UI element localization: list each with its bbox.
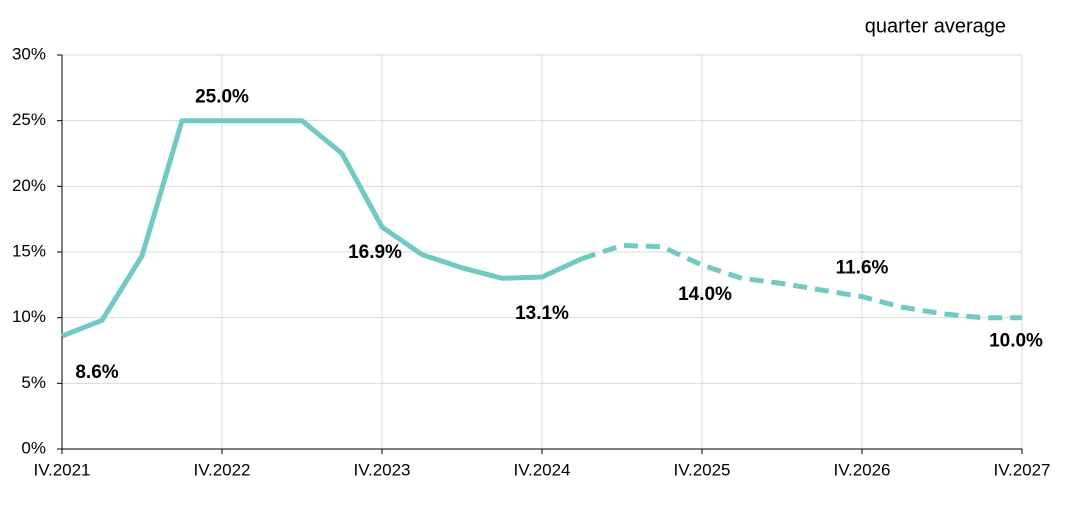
chart-subtitle: quarter average (865, 15, 1006, 37)
data-label: 8.6% (75, 362, 118, 383)
y-tick-label: 30% (12, 44, 46, 63)
x-tick-label: IV.2025 (673, 460, 730, 479)
x-tick-label: IV.2021 (33, 460, 90, 479)
y-tick-label: 20% (12, 176, 46, 195)
series-line (61, 118, 584, 339)
data-label: 13.1% (515, 303, 569, 324)
y-tick-label: 0% (21, 438, 46, 457)
data-label: 16.9% (348, 242, 402, 263)
y-tick-label: 5% (21, 373, 46, 392)
x-tick-label: IV.2022 (193, 460, 250, 479)
data-label: 14.0% (678, 284, 732, 305)
data-label: 25.0% (195, 87, 249, 108)
series-line (581, 242, 1022, 321)
y-tick-label: 25% (12, 110, 46, 129)
x-tick-label: IV.2023 (353, 460, 410, 479)
y-tick-label: 15% (12, 241, 46, 260)
x-tick-label: IV.2026 (833, 460, 890, 479)
x-tick-label: IV.2024 (513, 460, 570, 479)
y-tick-label: 10% (12, 307, 46, 326)
data-label: 10.0% (989, 331, 1043, 352)
x-tick-label: IV.2027 (993, 460, 1050, 479)
data-label: 11.6% (836, 258, 889, 279)
